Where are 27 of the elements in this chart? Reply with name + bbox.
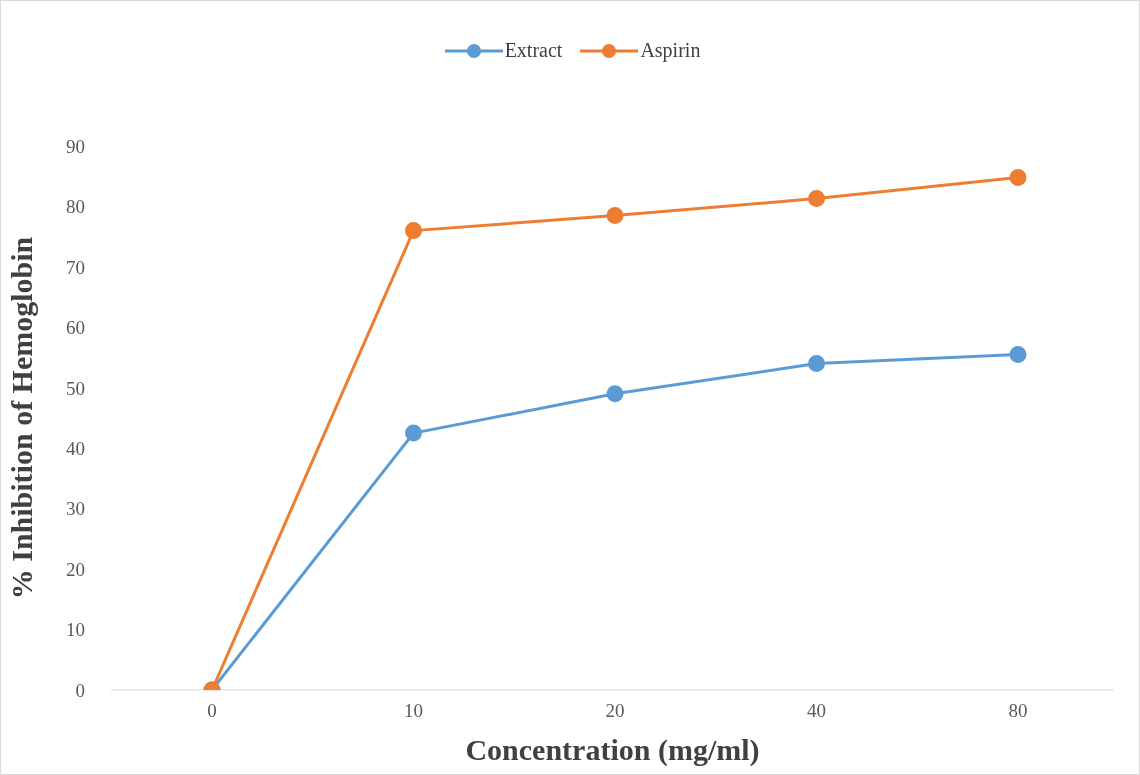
y-tick-label: 40 xyxy=(66,437,85,459)
y-tick-label: 30 xyxy=(66,498,85,520)
x-tick-label: 20 xyxy=(605,700,625,722)
y-axis-title: % Inhibition of Hemoglobin xyxy=(4,236,38,600)
x-tick-label: 0 xyxy=(207,700,217,722)
y-tick-label: 50 xyxy=(66,377,85,399)
point xyxy=(405,222,422,240)
x-axis-title: Concentration (mg/ml) xyxy=(465,733,760,767)
legend-label: Aspirin xyxy=(639,39,701,62)
point xyxy=(1009,346,1027,364)
y-tick-label: 60 xyxy=(66,317,85,339)
y-tick-label: 70 xyxy=(66,256,85,278)
legend-label: Extract xyxy=(503,39,563,62)
point xyxy=(405,424,422,442)
point xyxy=(808,190,825,208)
y-tick-label: 20 xyxy=(66,558,85,580)
x-tick-label: 80 xyxy=(1008,700,1028,722)
x-tick-label: 40 xyxy=(807,700,826,722)
y-tick-label: 90 xyxy=(66,135,85,157)
point xyxy=(1009,168,1027,186)
point xyxy=(808,355,825,373)
x-tick-label: 10 xyxy=(404,700,423,722)
y-tick-label: 10 xyxy=(66,619,85,641)
y-tick-label: 0 xyxy=(75,679,85,701)
y-tick-label: 80 xyxy=(66,196,85,218)
point xyxy=(606,385,624,403)
point xyxy=(606,207,624,225)
